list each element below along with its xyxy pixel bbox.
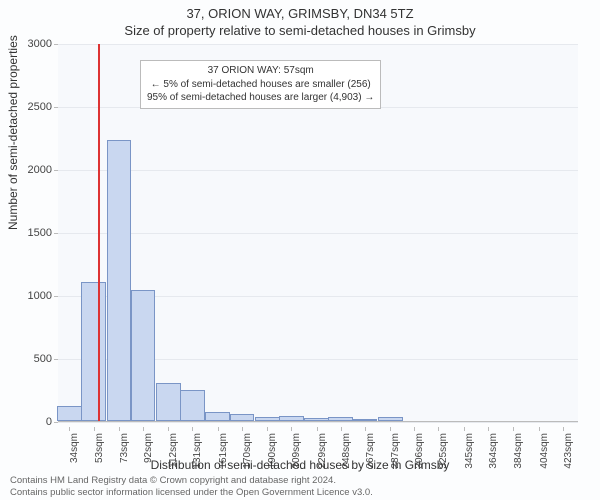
x-tick-mark	[143, 427, 144, 431]
x-tick-mark	[218, 427, 219, 431]
plot-area: 05001000150020002500300034sqm53sqm73sqm9…	[58, 44, 578, 422]
x-axis-label: Distribution of semi-detached houses by …	[0, 458, 600, 472]
y-gridline	[58, 422, 578, 423]
histogram-bar	[328, 417, 353, 421]
y-gridline	[58, 233, 578, 234]
y-tick-label: 3000	[12, 38, 52, 50]
x-tick-mark	[291, 427, 292, 431]
y-tick-mark	[54, 359, 58, 360]
histogram-bar	[279, 416, 304, 421]
footer-copyright-1: Contains HM Land Registry data © Crown c…	[10, 475, 336, 486]
reference-line	[98, 44, 100, 421]
y-tick-label: 1500	[12, 227, 52, 239]
plot-wrap: 05001000150020002500300034sqm53sqm73sqm9…	[58, 44, 578, 422]
x-tick-mark	[390, 427, 391, 431]
chart-container: 37, ORION WAY, GRIMSBY, DN34 5TZ Size of…	[0, 0, 600, 500]
annotation-box: 37 ORION WAY: 57sqm← 5% of semi-detached…	[140, 60, 381, 109]
histogram-bar	[180, 390, 205, 422]
y-tick-mark	[54, 422, 58, 423]
x-tick-mark	[317, 427, 318, 431]
annotation-line: ← 5% of semi-detached houses are smaller…	[147, 78, 374, 92]
y-axis-label: Number of semi-detached properties	[6, 35, 20, 230]
x-tick-mark	[365, 427, 366, 431]
histogram-bar	[156, 383, 181, 421]
y-tick-label: 2000	[12, 164, 52, 176]
x-tick-mark	[242, 427, 243, 431]
y-tick-mark	[54, 44, 58, 45]
x-tick-mark	[69, 427, 70, 431]
y-tick-label: 2500	[12, 101, 52, 113]
x-tick-mark	[168, 427, 169, 431]
histogram-bar	[378, 417, 403, 421]
y-tick-mark	[54, 107, 58, 108]
histogram-bar	[81, 282, 106, 421]
y-tick-label: 500	[12, 353, 52, 365]
y-tick-label: 0	[12, 416, 52, 428]
annotation-line: 95% of semi-detached houses are larger (…	[147, 91, 374, 105]
x-tick-mark	[563, 427, 564, 431]
annotation-line: 37 ORION WAY: 57sqm	[147, 64, 374, 78]
y-tick-mark	[54, 170, 58, 171]
x-tick-mark	[94, 427, 95, 431]
x-tick-mark	[192, 427, 193, 431]
x-tick-mark	[488, 427, 489, 431]
y-gridline	[58, 170, 578, 171]
x-tick-mark	[539, 427, 540, 431]
histogram-bar	[131, 290, 156, 421]
y-tick-label: 1000	[12, 290, 52, 302]
histogram-bar	[304, 418, 329, 421]
chart-title-address: 37, ORION WAY, GRIMSBY, DN34 5TZ	[0, 0, 600, 21]
footer-copyright-2: Contains public sector information licen…	[10, 487, 373, 498]
x-tick-mark	[119, 427, 120, 431]
x-tick-mark	[438, 427, 439, 431]
x-tick-mark	[267, 427, 268, 431]
y-tick-mark	[54, 296, 58, 297]
histogram-bar	[353, 419, 378, 421]
x-tick-mark	[513, 427, 514, 431]
histogram-bar	[205, 412, 230, 421]
chart-title-subtitle: Size of property relative to semi-detach…	[0, 21, 600, 38]
histogram-bar	[230, 414, 255, 421]
histogram-bar	[107, 140, 132, 421]
y-tick-mark	[54, 233, 58, 234]
histogram-bar	[57, 406, 82, 421]
x-tick-mark	[341, 427, 342, 431]
y-gridline	[58, 44, 578, 45]
histogram-bar	[255, 417, 280, 421]
x-tick-mark	[464, 427, 465, 431]
x-tick-mark	[414, 427, 415, 431]
